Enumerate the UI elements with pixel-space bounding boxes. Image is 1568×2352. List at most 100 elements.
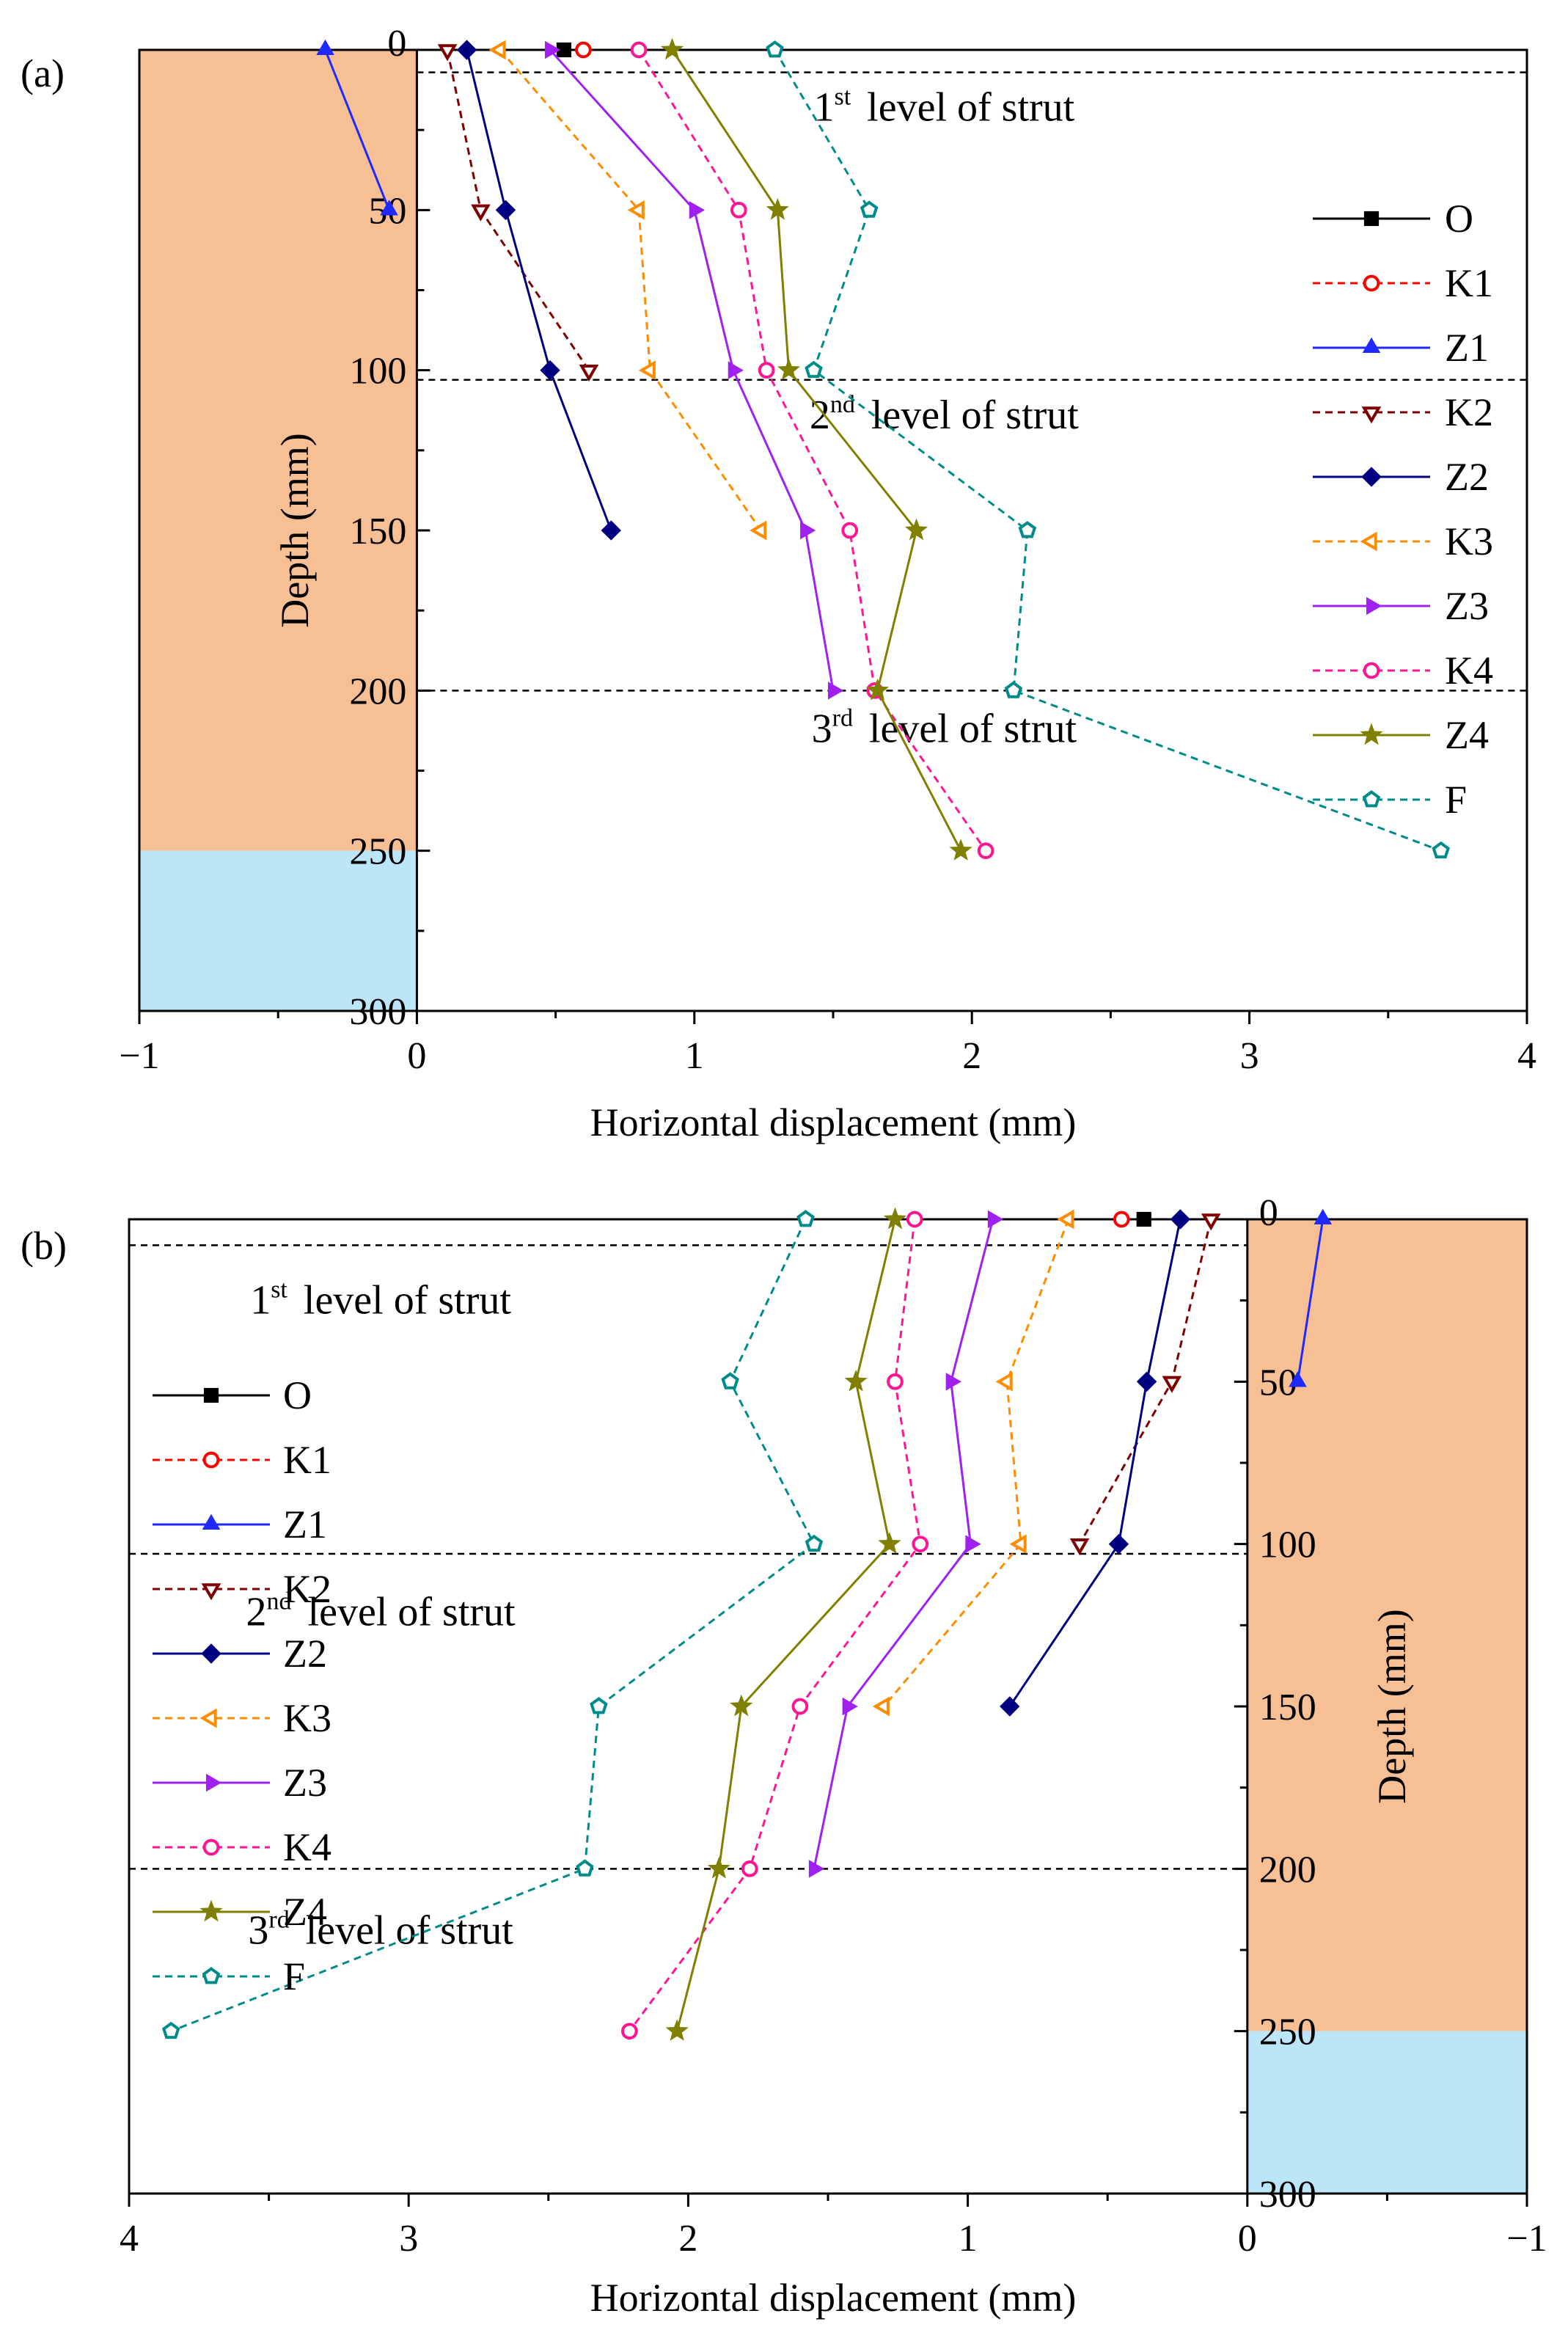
legend-marker-F — [202, 1967, 221, 1984]
series-line-K4 — [629, 1219, 922, 2032]
data-point-O — [1136, 1211, 1151, 1227]
series-K4 — [620, 1210, 929, 2040]
data-point-Z1 — [380, 200, 398, 216]
legend-marker-K2 — [201, 1583, 221, 1601]
strut-ordinal-suffix: nd — [830, 391, 855, 418]
series-F — [161, 1210, 824, 2039]
data-point-K4 — [791, 1698, 809, 1715]
y-tick-label: 100 — [349, 351, 406, 392]
panel-b-chart: 4 3 2 1 0 −1 0 50 100 150 200 250 300 Horizontal disp… — [21, 1192, 1547, 2320]
x-tick-label: 2 — [678, 2218, 697, 2260]
y-tick-label: 250 — [1259, 2012, 1316, 2053]
legend-marker-Z3 — [1366, 596, 1382, 616]
data-point-Z2 — [456, 40, 477, 60]
data-point-Z4 — [904, 518, 928, 541]
data-point-Z2 — [1000, 1696, 1020, 1717]
legend-label-Z4: Z4 — [283, 1890, 327, 1934]
series-Z4 — [660, 37, 972, 861]
x-tick-label: 0 — [407, 1035, 426, 1077]
legend-label-K1: K1 — [283, 1438, 331, 1482]
series-line-Z1 — [1296, 1219, 1325, 1382]
legend-marker-F — [1362, 790, 1381, 808]
data-point-K3 — [750, 520, 767, 541]
data-point-Z4 — [707, 1856, 730, 1879]
y-tick-label: 150 — [349, 511, 406, 552]
strut-ordinal-suffix: rd — [832, 705, 853, 732]
data-point-Z4 — [865, 678, 890, 701]
strut-level-label-3: 3rd level of strut — [248, 1906, 513, 1953]
strut-level-text: level of strut — [304, 1278, 511, 1323]
data-point-K3 — [638, 360, 656, 380]
strut-ordinal-suffix: nd — [267, 1588, 292, 1615]
strut-level-text: level of strut — [869, 706, 1077, 752]
data-point-Z4 — [665, 2019, 689, 2041]
data-point-Z3 — [808, 1860, 825, 1878]
soil-layer-upper — [139, 50, 417, 851]
legend-marker-K1 — [202, 1451, 220, 1469]
legend-label-K2: K2 — [283, 1567, 331, 1611]
data-point-K3 — [488, 40, 506, 60]
data-point-Z4 — [844, 1369, 868, 1392]
data-point-Z3 — [689, 201, 706, 219]
data-point-K2 — [471, 204, 491, 222]
x-axis-title: Horizontal displacement (mm) — [590, 1100, 1077, 1144]
series-line-Z4 — [675, 1219, 896, 2032]
data-point-Z3 — [544, 40, 561, 59]
data-point-F — [805, 1534, 824, 1552]
legend-label-Z2: Z2 — [283, 1632, 327, 1676]
y-tick-label: 100 — [1259, 1524, 1316, 1566]
legend-marker-K4 — [1363, 662, 1380, 679]
data-point-Z4 — [878, 1532, 901, 1554]
x-tick-label: 4 — [120, 2218, 139, 2260]
series-K2 — [1069, 1213, 1221, 1556]
legend-marker-O — [203, 1387, 219, 1403]
data-point-Z4 — [949, 839, 972, 861]
series-line-Z2 — [1008, 1219, 1182, 1707]
data-point-Z4 — [766, 197, 789, 220]
series-K3 — [488, 40, 767, 541]
data-point-Z3 — [728, 361, 744, 379]
data-point-K4 — [741, 1860, 758, 1877]
data-point-K4 — [912, 1535, 929, 1553]
series-F — [766, 40, 1450, 859]
x-tick-label: 2 — [962, 1035, 981, 1077]
data-point-Z1 — [1314, 1208, 1333, 1225]
x-axis-title: Horizontal displacement (mm) — [590, 2276, 1077, 2320]
strut-level-label-1: 1st level of strut — [813, 84, 1074, 131]
data-point-K3 — [872, 1696, 890, 1717]
data-point-F — [576, 1859, 594, 1877]
data-point-K4 — [758, 362, 775, 379]
strut-level-text: level of strut — [867, 85, 1074, 131]
legend-marker-Z4 — [199, 1899, 223, 1922]
y-tick-label: 0 — [1259, 1192, 1278, 1234]
strut-ordinal: 1 — [250, 1278, 271, 1323]
legend: O K1 Z1 K2 Z2 K3 Z3 K4 Z4 F — [1313, 197, 1493, 822]
y-tick-label: 200 — [349, 671, 406, 712]
legend-label-F: F — [283, 1954, 305, 1998]
data-point-K4 — [977, 842, 994, 860]
legend-marker-Z4 — [1360, 723, 1383, 745]
series-line-Z4 — [671, 49, 962, 852]
series-K1 — [1113, 1210, 1130, 1228]
data-point-Z4 — [660, 37, 684, 60]
x-tick-label: 1 — [685, 1035, 704, 1077]
series-line-Z2 — [466, 49, 612, 531]
legend-label-K4: K4 — [1445, 649, 1493, 693]
legend-marker-Z1 — [1362, 337, 1381, 354]
legend-label-Z1: Z1 — [1445, 326, 1489, 370]
x-tick-label: 3 — [399, 2218, 418, 2260]
data-point-K3 — [1009, 1534, 1027, 1554]
data-point-Z4 — [730, 1694, 753, 1717]
legend-label-Z1: Z1 — [283, 1502, 327, 1546]
data-point-Z2 — [495, 200, 516, 221]
data-point-Z3 — [827, 682, 844, 700]
x-tick-label: −1 — [119, 1035, 159, 1077]
y-tick-label: 300 — [1259, 2174, 1316, 2216]
y-axis-title: Depth (mm) — [273, 433, 317, 627]
x-tick-label: 3 — [1240, 1035, 1259, 1077]
strut-level-text: level of strut — [871, 392, 1079, 438]
data-point-K4 — [906, 1210, 923, 1228]
data-point-K4 — [730, 201, 747, 219]
legend-label-Z2: Z2 — [1445, 455, 1489, 499]
